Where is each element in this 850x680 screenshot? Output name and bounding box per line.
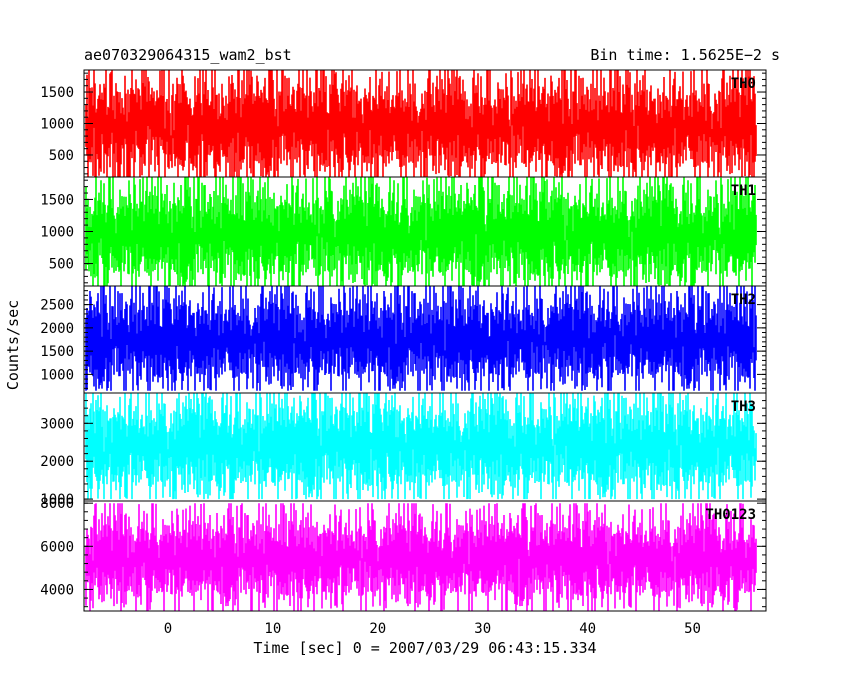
panel-label-th0123: TH0123 — [705, 507, 756, 523]
series-th3 — [85, 393, 757, 500]
series-th2 — [85, 286, 757, 391]
panel-th0: 500 1000 1500 TH0 — [40, 69, 767, 178]
x-axis-label: Time [sec] 0 = 2007/03/29 06:43:15.334 — [253, 639, 596, 657]
y-tick-label: 1500 — [40, 344, 74, 360]
x-tick-label: 40 — [579, 621, 596, 637]
panel-label-th0: TH0 — [731, 76, 756, 92]
x-tick-label: 50 — [684, 621, 701, 637]
y-tick-label: 1000 — [40, 225, 74, 241]
y-tick-label: 2000 — [40, 321, 74, 337]
panel-frame — [83, 500, 767, 612]
series-th1 — [85, 177, 757, 286]
panel-label-th3: TH3 — [731, 399, 756, 415]
y-tick-label: 1000 — [40, 367, 74, 383]
y-tick-label: 1000 — [40, 492, 74, 508]
y-tick-label: 2500 — [40, 298, 74, 314]
panel-th3: 1000 2000 3000 TH3 — [40, 392, 767, 508]
y-tick-label: 8000 — [40, 496, 74, 512]
y-tick-label: 4000 — [40, 582, 74, 598]
panels-group: 50010001500TH050010001500TH1100015002000… — [40, 69, 767, 637]
y-tick-label: 3000 — [40, 416, 74, 432]
panel-label-th2: TH2 — [731, 292, 756, 308]
panel-th2: 1000 1500 2000 2500 TH2 — [40, 285, 767, 394]
y-tick-label: 1500 — [40, 85, 74, 101]
panel-th1: 500 1000 1500 TH1 — [40, 176, 767, 287]
y-tick-label: 1500 — [40, 192, 74, 208]
panel-th0123: 4000 6000 8000 TH0123 — [40, 496, 767, 612]
y-tick-label: 1000 — [40, 117, 74, 133]
x-tick-label: 10 — [264, 621, 281, 637]
x-tick-label: 20 — [369, 621, 386, 637]
x-tick-label: 0 — [164, 621, 172, 637]
y-axis-label: Counts/sec — [4, 300, 22, 390]
series-th0 — [85, 70, 757, 177]
x-tick-label: 30 — [474, 621, 491, 637]
y-tick-label: 6000 — [40, 539, 74, 555]
y-tick-label: 2000 — [40, 454, 74, 470]
chart-title-left: ae070329064315_wam2_bst — [84, 46, 292, 64]
panel-label-th1: TH1 — [731, 183, 756, 199]
chart-title-right: Bin time: 1.5625E−2 s — [590, 46, 780, 64]
series-th0123 — [85, 503, 757, 611]
y-tick-label: 500 — [49, 257, 74, 273]
y-tick-label: 500 — [49, 148, 74, 164]
